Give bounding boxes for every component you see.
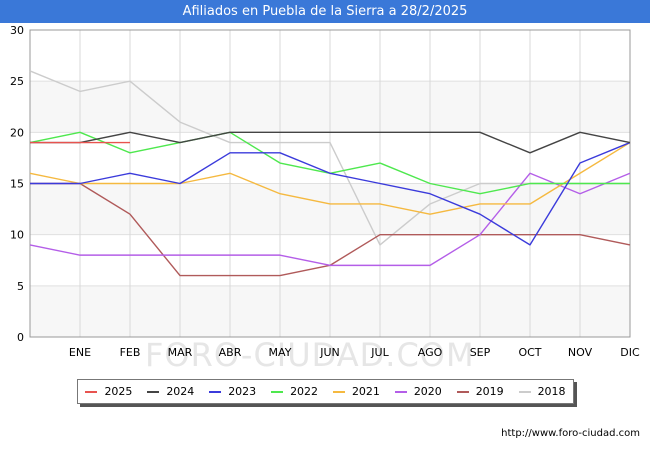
legend-swatch xyxy=(394,390,407,393)
x-tick-label: ABR xyxy=(219,346,242,359)
series-line-2020 xyxy=(29,172,631,267)
legend-label: 2024 xyxy=(166,385,195,398)
legend-label: 2019 xyxy=(475,385,504,398)
y-tick-label: 10 xyxy=(10,229,24,242)
chart-title: Afiliados en Puebla de la Sierra a 28/2/… xyxy=(0,0,650,23)
footer-url[interactable]: http://www.foro-ciudad.com xyxy=(501,428,640,439)
legend-swatch xyxy=(518,390,531,393)
x-tick-label: MAY xyxy=(269,346,292,359)
legend-item-2018[interactable]: 2018 xyxy=(518,385,566,398)
series-line-2023 xyxy=(30,141,631,246)
x-tick-label: ENE xyxy=(69,346,91,359)
x-tick-label: OCT xyxy=(518,346,541,359)
legend-label: 2022 xyxy=(290,385,319,398)
x-tick-label: DIC xyxy=(620,346,640,359)
legend-item-2020[interactable]: 2020 xyxy=(394,385,442,398)
series-line-2024 xyxy=(30,131,631,154)
x-tick-label: AGO xyxy=(418,346,443,359)
legend-swatch xyxy=(209,390,222,393)
tick-labels: 0 5 10 15 20 25 30 ENE FEB MAR ABR MAY JUN JUL AGO SEP O… xyxy=(10,24,640,359)
x-tick-label: NOV xyxy=(568,346,593,359)
legend-item-2021[interactable]: 2021 xyxy=(332,385,380,398)
legend-swatch xyxy=(147,390,160,393)
x-tick-label: JUN xyxy=(319,346,340,359)
y-tick-label: 5 xyxy=(17,280,24,293)
y-tick-label: 25 xyxy=(10,75,24,88)
series-line-2021 xyxy=(29,141,631,215)
watermark: FORO-CIUDAD.COM xyxy=(145,336,475,374)
legend: 2025 2024 2023 2022 2021 2020 2019 2018 xyxy=(77,379,574,404)
legend-label: 2020 xyxy=(413,385,442,398)
legend-swatch xyxy=(456,390,469,393)
x-tick-label: FEB xyxy=(120,346,141,359)
legend-label: 2021 xyxy=(351,385,380,398)
y-tick-label: 15 xyxy=(10,178,24,191)
legend-label: 2018 xyxy=(537,385,566,398)
y-tick-label: 30 xyxy=(10,24,24,37)
series-lines xyxy=(29,70,631,277)
legend-label: 2025 xyxy=(104,385,133,398)
legend-swatch xyxy=(332,390,345,393)
y-tick-label: 20 xyxy=(10,126,24,139)
y-tick-label: 0 xyxy=(17,331,24,344)
x-tick-label: JUL xyxy=(370,346,389,359)
x-tick-label: SEP xyxy=(470,346,491,359)
legend-swatch xyxy=(85,390,98,393)
legend-label: 2023 xyxy=(228,385,257,398)
legend-swatch xyxy=(271,390,284,393)
legend-item-2019[interactable]: 2019 xyxy=(456,385,504,398)
x-tick-label: MAR xyxy=(168,346,193,359)
legend-item-2025[interactable]: 2025 xyxy=(85,385,132,398)
legend-item-2022[interactable]: 2022 xyxy=(271,385,318,398)
legend-item-2024[interactable]: 2024 xyxy=(147,385,194,398)
legend-item-2023[interactable]: 2023 xyxy=(209,385,256,398)
